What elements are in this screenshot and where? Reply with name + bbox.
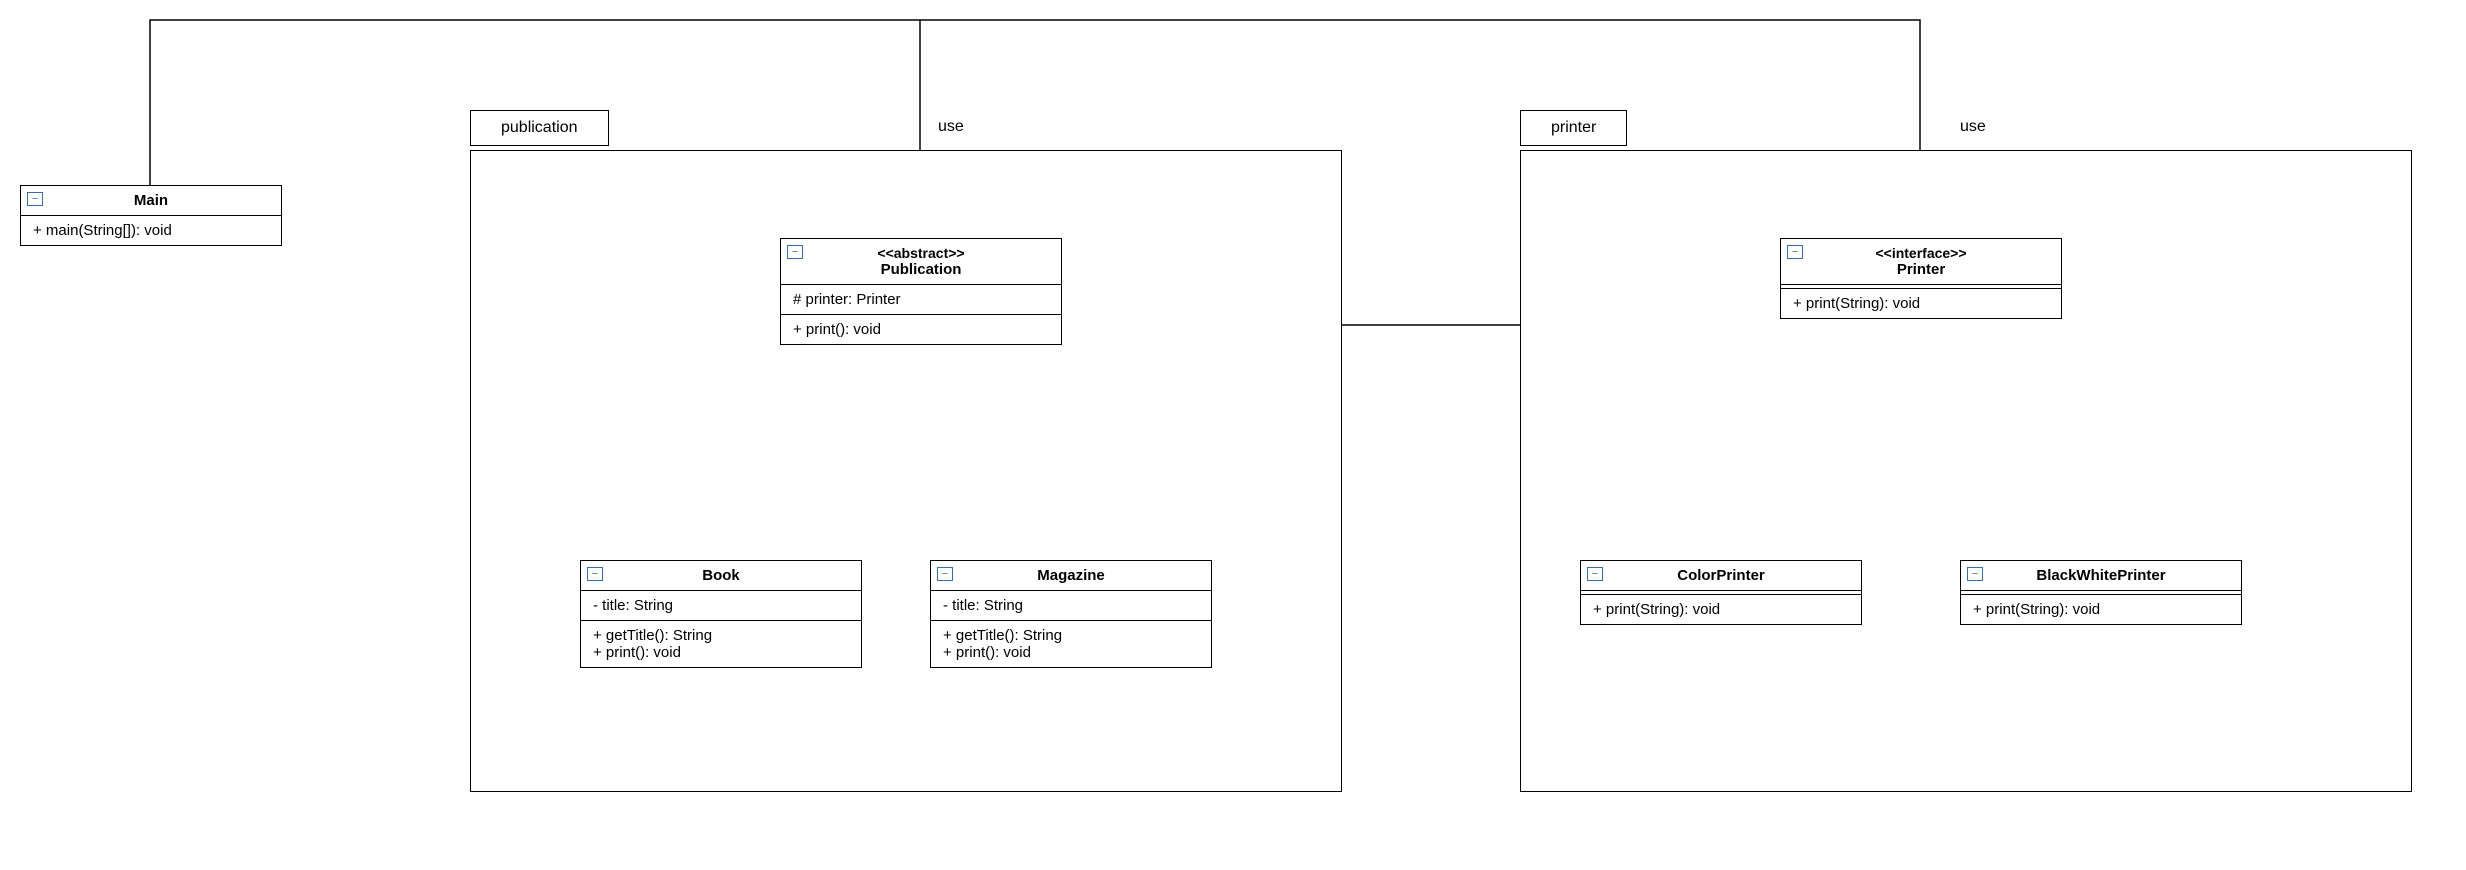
class-printer: − <<interface>> Printer + print(String):…	[1780, 238, 2062, 319]
collapse-icon[interactable]: −	[1587, 567, 1603, 581]
class-magazine: − Magazine - title: String + getTitle():…	[930, 560, 1212, 668]
class-main-op-0: + main(String[]): void	[33, 222, 269, 239]
package-publication-tab: publication	[470, 110, 609, 146]
class-publication-stereo: <<abstract>>	[805, 245, 1037, 261]
package-printer-label: printer	[1551, 119, 1596, 136]
collapse-icon[interactable]: −	[587, 567, 603, 581]
class-magazine-op-0: + getTitle(): String	[943, 627, 1199, 644]
class-book-name: Book	[702, 567, 740, 584]
collapse-icon[interactable]: −	[937, 567, 953, 581]
collapse-icon[interactable]: −	[787, 245, 803, 259]
class-book-op-0: + getTitle(): String	[593, 627, 849, 644]
class-publication: − <<abstract>> Publication # printer: Pr…	[780, 238, 1062, 345]
class-printer-op-0: + print(String): void	[1781, 295, 2061, 318]
class-publication-name: Publication	[881, 261, 962, 278]
class-colorprinter-name: ColorPrinter	[1677, 567, 1765, 584]
collapse-icon[interactable]: −	[27, 192, 43, 206]
class-bwprinter: − BlackWhitePrinter + print(String): voi…	[1960, 560, 2242, 625]
class-main: − Main + main(String[]): void	[20, 185, 282, 246]
class-colorprinter-op-0: + print(String): void	[1581, 601, 1861, 624]
class-book-op-1: + print(): void	[593, 644, 849, 661]
class-printer-stereo: <<interface>>	[1805, 245, 2037, 261]
edge-label-use-1: use	[938, 118, 964, 136]
package-publication-label: publication	[501, 119, 578, 136]
class-publication-attr-0: # printer: Printer	[793, 291, 1049, 308]
collapse-icon[interactable]: −	[1967, 567, 1983, 581]
package-printer-tab: printer	[1520, 110, 1627, 146]
class-printer-name: Printer	[1897, 261, 1945, 278]
class-magazine-attr-0: - title: String	[943, 597, 1199, 614]
class-magazine-op-1: + print(): void	[943, 644, 1199, 661]
class-publication-op-0: + print(): void	[793, 321, 1049, 338]
class-book: − Book - title: String + getTitle(): Str…	[580, 560, 862, 668]
collapse-icon[interactable]: −	[1787, 245, 1803, 259]
class-bwprinter-name: BlackWhitePrinter	[2036, 567, 2165, 584]
class-colorprinter: − ColorPrinter + print(String): void	[1580, 560, 1862, 625]
class-main-name: Main	[134, 192, 168, 209]
class-magazine-name: Magazine	[1037, 567, 1105, 584]
edge-label-use-2: use	[1960, 118, 1986, 136]
class-bwprinter-op-0: + print(String): void	[1961, 601, 2241, 624]
class-book-attr-0: - title: String	[593, 597, 849, 614]
uml-canvas: use use extends implements publication p…	[0, 0, 2466, 870]
